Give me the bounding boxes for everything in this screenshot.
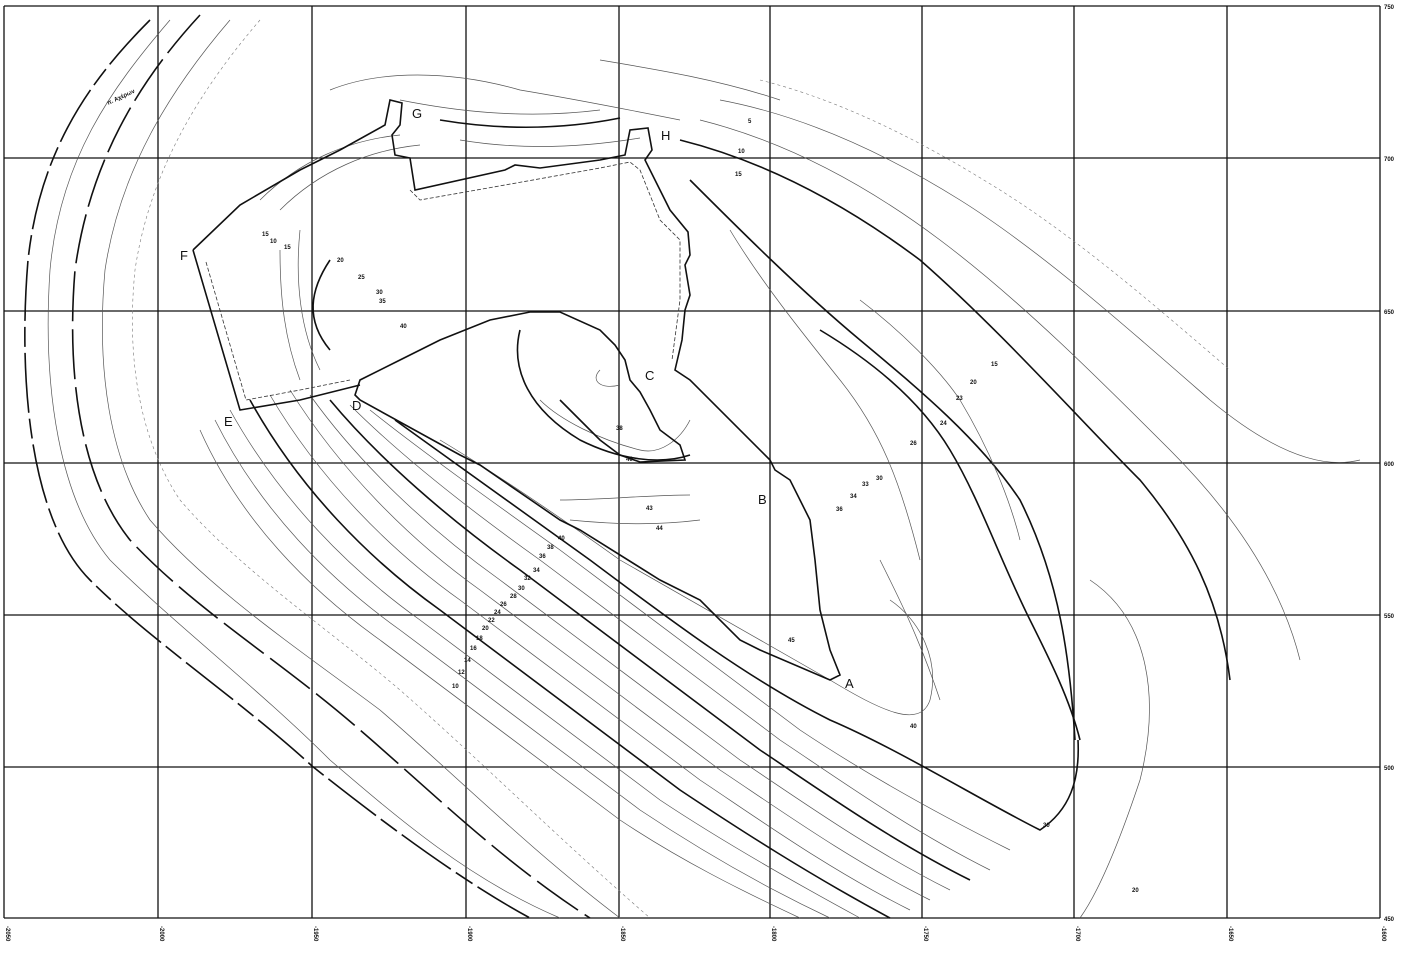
contour-label: 25 bbox=[358, 275, 365, 281]
contour-label: 22 bbox=[488, 618, 495, 624]
contour-label: 15 bbox=[262, 232, 269, 238]
x-axis-label: -2000 bbox=[158, 926, 164, 942]
contour-label: 20 bbox=[1132, 888, 1139, 894]
x-axis-label: -1850 bbox=[619, 926, 625, 942]
contour-label: 14 bbox=[464, 658, 471, 664]
point-label-b: B bbox=[758, 492, 767, 507]
x-axis-label: -1700 bbox=[1074, 926, 1080, 942]
contour-label: 28 bbox=[510, 594, 517, 600]
contour-label: 40 bbox=[910, 724, 917, 730]
x-axis-label: -1800 bbox=[770, 926, 776, 942]
contour-label: 10 bbox=[738, 149, 745, 155]
y-axis-labels: 750 700 650 600 550 500 450 bbox=[1384, 5, 1395, 923]
contour-label: 24 bbox=[940, 421, 947, 427]
contour-label: 26 bbox=[500, 602, 507, 608]
x-axis-labels: -2050 -2000 -1950 -1900 -1850 -1800 -175… bbox=[4, 926, 1386, 942]
contour-label: 34 bbox=[850, 494, 857, 500]
contour-label: 20 bbox=[970, 380, 977, 386]
contour-label: 44 bbox=[656, 526, 663, 532]
contour-label: 10 bbox=[452, 684, 459, 690]
contour-label: 30 bbox=[376, 290, 383, 296]
x-axis-label: -1950 bbox=[312, 926, 318, 942]
y-axis-label: 650 bbox=[1384, 310, 1395, 316]
contour-label: 15 bbox=[735, 172, 742, 178]
y-axis-label: 500 bbox=[1384, 766, 1395, 772]
contour-label: 40 bbox=[558, 536, 565, 542]
contour-label: 35 bbox=[379, 299, 386, 305]
x-axis-label: -1750 bbox=[922, 926, 928, 942]
contour-label: 40 bbox=[400, 324, 407, 330]
y-axis-label: 700 bbox=[1384, 157, 1395, 163]
y-axis-label: 750 bbox=[1384, 5, 1395, 11]
contour-label: 30 bbox=[518, 586, 525, 592]
point-label-g: G bbox=[412, 106, 422, 121]
x-axis-label: -1650 bbox=[1227, 926, 1233, 942]
contour-label: 24 bbox=[494, 610, 501, 616]
point-label-e: E bbox=[224, 414, 233, 429]
contour-label: 40 bbox=[626, 457, 633, 463]
contour-label: 20 bbox=[337, 258, 344, 264]
river-contours bbox=[24, 14, 651, 919]
contour-label: 15 bbox=[991, 362, 998, 368]
contour-label: 33 bbox=[862, 482, 869, 488]
contour-label: 12 bbox=[458, 670, 465, 676]
contour-label: 15 bbox=[284, 245, 291, 251]
contour-label: 10 bbox=[270, 239, 277, 245]
point-label-f: F bbox=[180, 248, 188, 263]
contour-label: 16 bbox=[470, 646, 477, 652]
contour-label: 38 bbox=[616, 426, 623, 432]
x-axis-label: -1600 bbox=[1380, 926, 1386, 942]
contour-labels: 5 10 15 15 10 15 20 25 30 35 40 38 40 43… bbox=[262, 119, 1139, 894]
fortification-walls bbox=[192, 99, 842, 681]
point-label-c: C bbox=[645, 368, 654, 383]
contour-label: 23 bbox=[956, 396, 963, 402]
contour-label: 26 bbox=[910, 441, 917, 447]
y-axis-label: 550 bbox=[1384, 614, 1395, 620]
contour-label: 43 bbox=[646, 506, 653, 512]
y-axis-label: 450 bbox=[1384, 917, 1395, 923]
x-axis-label: -2050 bbox=[4, 926, 10, 942]
contour-label: 36 bbox=[539, 554, 546, 560]
contour-label: 30 bbox=[876, 476, 883, 482]
contour-label: 34 bbox=[533, 568, 540, 574]
contour-label: 30 bbox=[1043, 823, 1050, 829]
contour-label: 38 bbox=[547, 545, 554, 551]
y-axis-label: 600 bbox=[1384, 462, 1395, 468]
point-label-h: H bbox=[661, 128, 670, 143]
contour-label: 5 bbox=[748, 119, 752, 125]
contour-label: 20 bbox=[482, 626, 489, 632]
contour-label: 45 bbox=[788, 638, 795, 644]
point-labels: A B C D E F G H bbox=[180, 106, 854, 691]
contour-label: 32 bbox=[524, 576, 531, 582]
point-label-a: A bbox=[845, 676, 854, 691]
hill-contours bbox=[199, 59, 1361, 919]
x-axis-label: -1900 bbox=[466, 926, 472, 942]
contour-label: 18 bbox=[476, 636, 483, 642]
contour-label: 36 bbox=[836, 507, 843, 513]
point-label-d: D bbox=[352, 398, 361, 413]
